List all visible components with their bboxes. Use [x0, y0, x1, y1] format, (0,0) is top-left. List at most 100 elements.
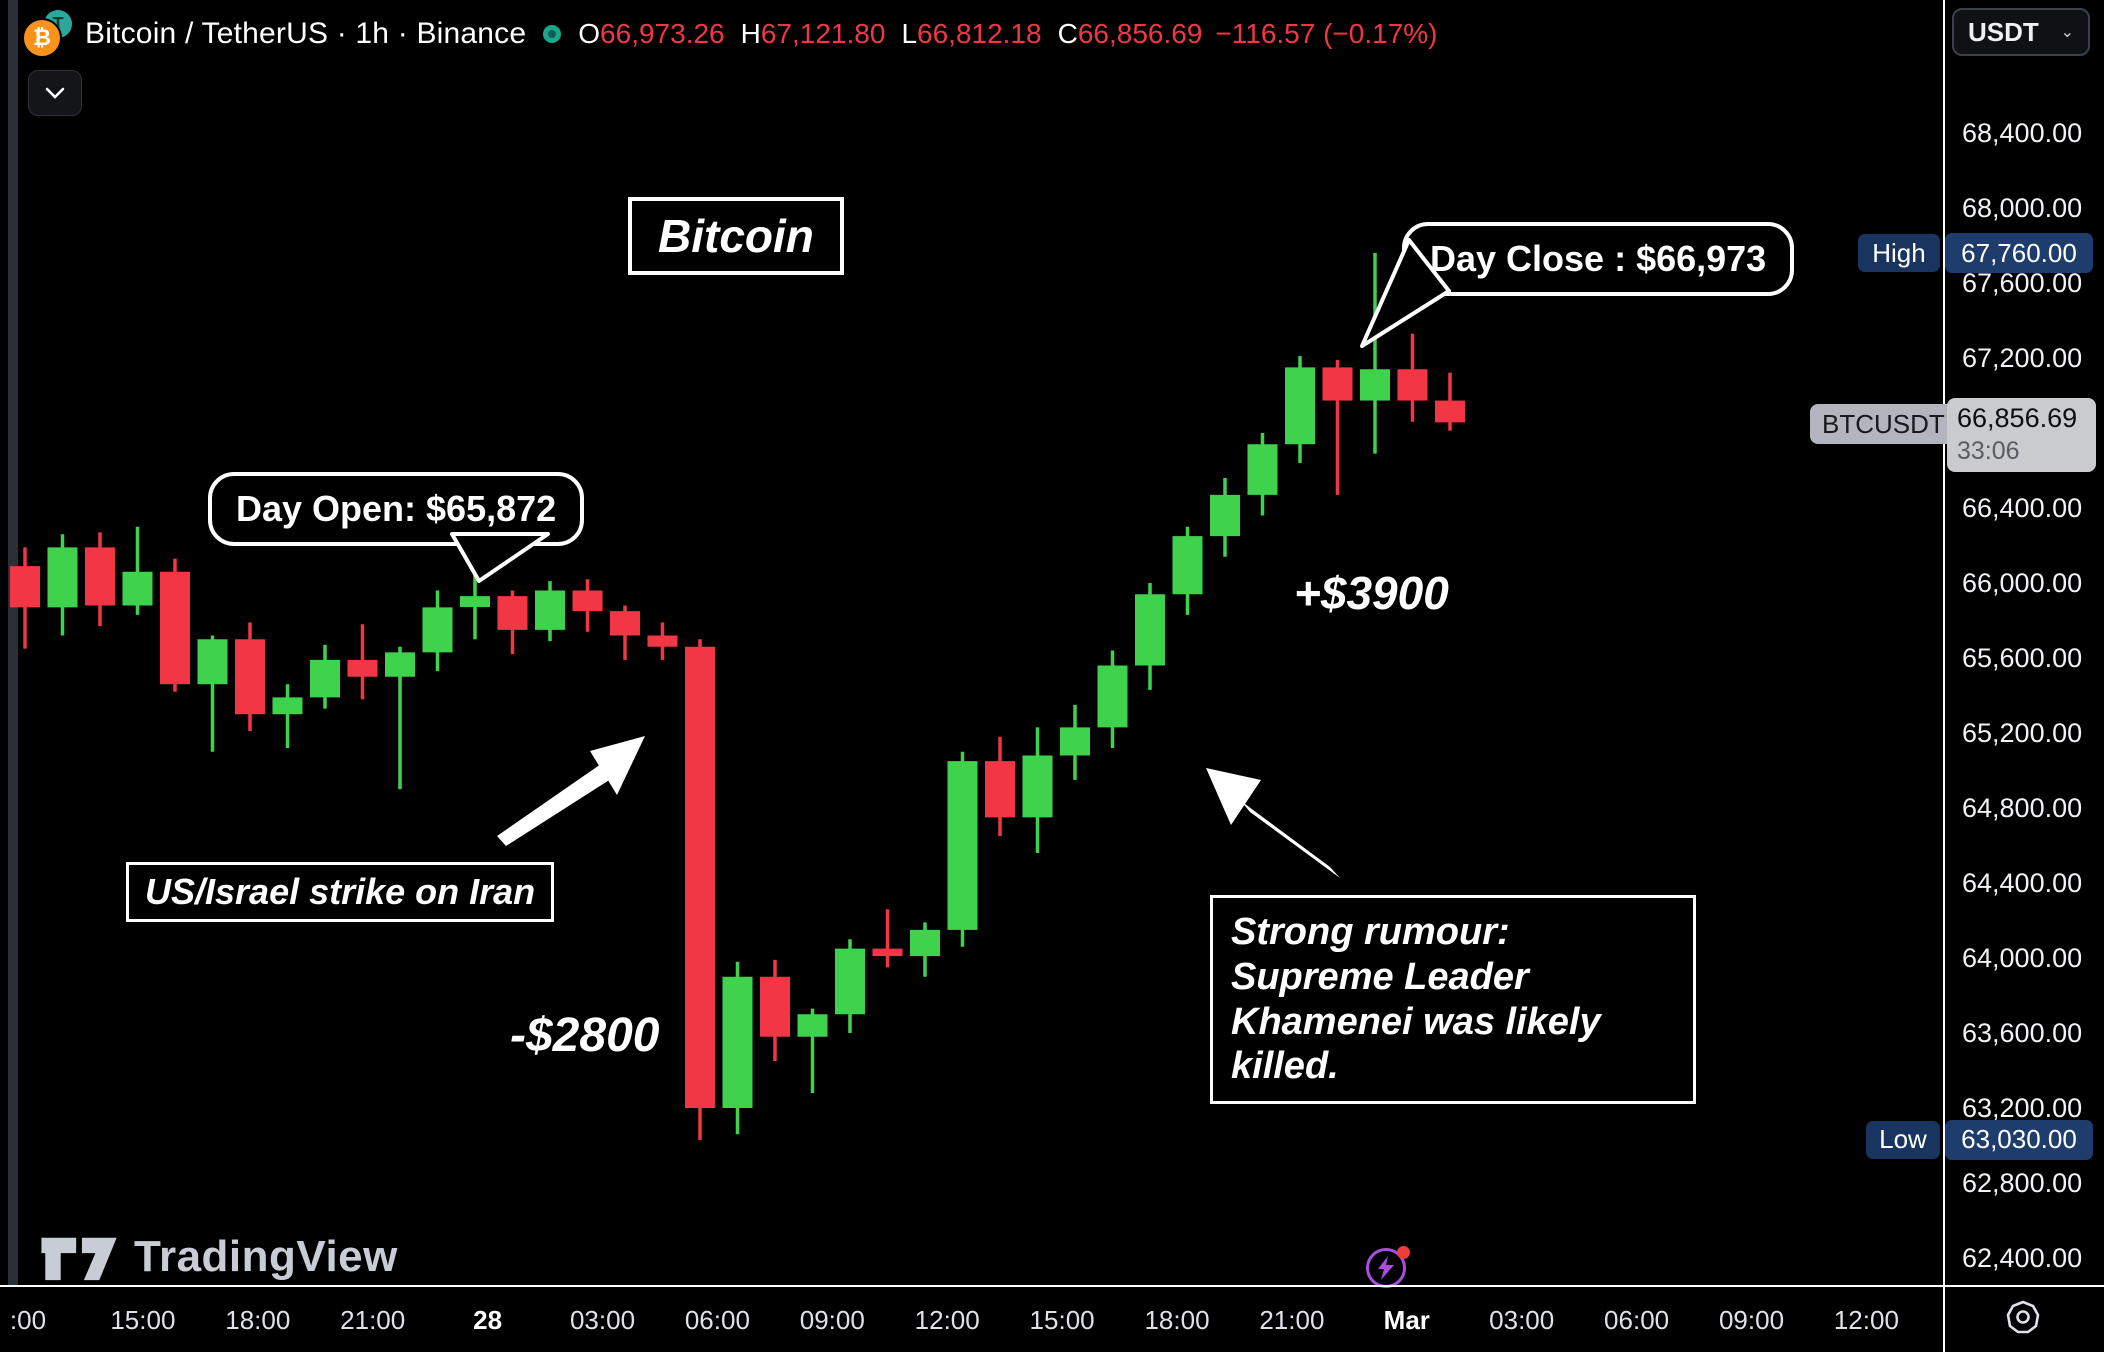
time-tick-label: 12:00 [914, 1305, 980, 1335]
low-badge-label: Low [1866, 1120, 1940, 1159]
candle [47, 534, 78, 636]
tradingview-logo-icon [41, 1237, 117, 1281]
annotation-drop-amount[interactable]: -$2800 [510, 1009, 660, 1062]
currency-select[interactable]: USDT ⌄ [1952, 8, 2090, 56]
market-status-dot [543, 25, 562, 43]
candle [872, 909, 903, 968]
candle [985, 736, 1015, 837]
time-tick-label: 12:00 [1833, 1305, 1899, 1335]
price-change: −116.57 (−0.17%) [1215, 18, 1438, 49]
candle [347, 624, 378, 700]
annotation-bitcoin-text: Bitcoin [658, 210, 814, 262]
candle [1022, 727, 1053, 853]
candle [160, 558, 190, 692]
bitcoin-coin-icon: ₿ [22, 18, 62, 58]
tradingview-watermark: TradingView [40, 1230, 398, 1284]
time-tick-label: :00 [9, 1305, 47, 1335]
ohlc-o: O66,973.26 [578, 18, 725, 49]
candle [272, 684, 303, 748]
watermark-text: TradingView [134, 1232, 398, 1281]
high-badge-value: 67,760.00 [1945, 233, 2093, 273]
time-tick-label: 03:00 [569, 1305, 636, 1335]
price-tick-label: 64,000.00 [1962, 943, 2083, 973]
annotation-rumour-label[interactable]: Strong rumour: Supreme Leader Khamenei w… [1210, 895, 1696, 1105]
ohlc-h: H67,121.80 [740, 18, 886, 49]
currency-select-value: USDT [1968, 16, 2039, 47]
price-tick-label: 68,400.00 [1962, 118, 2083, 148]
time-tick-label: 09:00 [1718, 1305, 1785, 1335]
candle [797, 1008, 828, 1093]
annotation-day-open-text: Day Open: $65,872 [236, 488, 557, 529]
candle [122, 526, 153, 615]
candle [235, 622, 265, 732]
time-tick-label: 06:00 [684, 1305, 750, 1335]
price-tick-label: 62,400.00 [1962, 1243, 2083, 1273]
candle [610, 605, 640, 660]
annotation-gain-amount[interactable]: +$3900 [1294, 567, 1449, 619]
last-price-box: 66,856.69 33:06 [1947, 398, 2096, 472]
candle [197, 635, 228, 752]
time-tick-label: 06:00 [1604, 1305, 1670, 1335]
time-tick-label: 15:00 [1029, 1305, 1095, 1335]
ohlc-c: C66,856.69 [1057, 18, 1203, 49]
candle [310, 644, 340, 709]
collapse-header-button[interactable] [28, 70, 82, 116]
low-badge-value: 63,030.00 [1945, 1119, 2093, 1160]
candle [85, 532, 115, 627]
price-tick-label: 64,800.00 [1962, 793, 2083, 823]
annotation-bitcoin-title[interactable]: Bitcoin [628, 197, 844, 275]
candle [422, 590, 453, 672]
time-tick-label: 28 [473, 1305, 503, 1335]
candle [1322, 359, 1353, 495]
time-tick-label: 21:00 [340, 1305, 406, 1335]
annotation-day-close-text: Day Close : $66,973 [1430, 238, 1767, 279]
time-tick-label: 21:00 [1259, 1305, 1325, 1335]
candle [1060, 704, 1090, 780]
candle [572, 579, 603, 632]
candle [1360, 253, 1390, 454]
notification-dot [1397, 1246, 1410, 1259]
price-tick-label: 67,200.00 [1962, 343, 2083, 373]
time-tick-label: 18:00 [1144, 1305, 1210, 1335]
high-badge-label: High [1858, 234, 1940, 272]
chevron-down-icon: ⌄ [2060, 24, 2074, 41]
last-price-symbol-chip: BTCUSDT [1810, 404, 1957, 444]
candle [1135, 583, 1165, 690]
annotation-strike-label[interactable]: US/Israel strike on Iran [126, 862, 555, 922]
time-tick-label: 15:00 [110, 1305, 176, 1335]
annotation-day-close-callout[interactable]: Day Close : $66,973 [1402, 222, 1795, 296]
candle [1397, 333, 1428, 422]
candle [685, 639, 715, 1140]
candle [722, 961, 753, 1135]
price-axis-line[interactable] [1943, 0, 1945, 1352]
time-tick-label: 03:00 [1489, 1305, 1555, 1335]
symbol-pair-icon: T ₿ [22, 10, 72, 58]
candle [385, 646, 415, 790]
price-tick-label: 65,600.00 [1962, 643, 2083, 673]
time-tick-label: 09:00 [799, 1305, 865, 1335]
symbol-title[interactable]: Bitcoin / TetherUS · 1h · Binance [85, 17, 527, 50]
candle [910, 922, 940, 977]
candle [1097, 650, 1128, 748]
price-tick-label: 62,800.00 [1962, 1168, 2083, 1198]
candle [1247, 433, 1278, 516]
candle [535, 581, 565, 642]
annotation-strike-text: US/Israel strike on Iran [145, 871, 536, 912]
candle [1172, 526, 1203, 615]
price-tick-label: 68,000.00 [1962, 193, 2083, 223]
candle [1285, 356, 1315, 463]
annotation-day-open-callout[interactable]: Day Open: $65,872 [208, 472, 585, 546]
last-price-value: 66,856.69 [1957, 403, 2078, 433]
candle [10, 547, 40, 649]
time-tick-label: Mar [1383, 1305, 1430, 1335]
annotation-rumour-text: Strong rumour: Supreme Leader Khamenei w… [1231, 911, 1601, 1088]
time-axis-line[interactable] [0, 1285, 2104, 1287]
left-edge-divider [8, 0, 18, 1285]
price-tick-label: 63,200.00 [1962, 1093, 2083, 1123]
axis-settings-gear-icon[interactable] [2004, 1298, 2042, 1341]
price-tick-label: 63,600.00 [1962, 1018, 2083, 1048]
price-tick-label: 66,000.00 [1962, 568, 2083, 598]
ohlc-l: L66,812.18 [901, 18, 1042, 49]
time-tick-label: 18:00 [225, 1305, 291, 1335]
